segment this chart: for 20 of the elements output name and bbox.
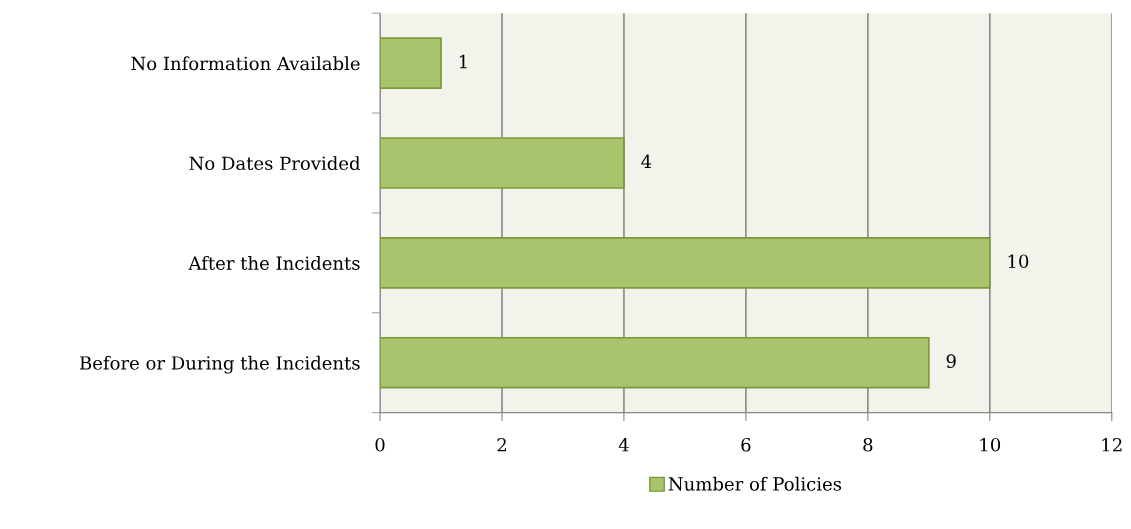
data-label: 1	[459, 54, 467, 69]
x-tick-label: 4	[618, 437, 629, 452]
data-label: 9	[946, 354, 956, 368]
y-tick-label: No Dates Provided	[189, 156, 361, 171]
data-label: 4	[641, 154, 652, 168]
x-tick-label: 10	[980, 437, 1001, 452]
y-tick-label: After the Incidents	[188, 255, 360, 270]
x-tick-label: 6	[741, 437, 751, 452]
bar	[380, 37, 442, 89]
bar	[380, 137, 625, 189]
x-tick-label: 8	[863, 437, 873, 452]
y-tick-label: Before or During the Incidents	[79, 355, 360, 374]
x-tick-label: 2	[497, 437, 506, 452]
bar	[380, 336, 930, 389]
y-tick-label: No Information Available	[131, 56, 360, 71]
bar	[380, 237, 991, 289]
data-label: 10	[1008, 254, 1029, 269]
x-tick-label: 0	[375, 437, 385, 452]
x-tick-label: 12	[1102, 437, 1122, 452]
legend-label: Number of Policies	[668, 476, 842, 491]
